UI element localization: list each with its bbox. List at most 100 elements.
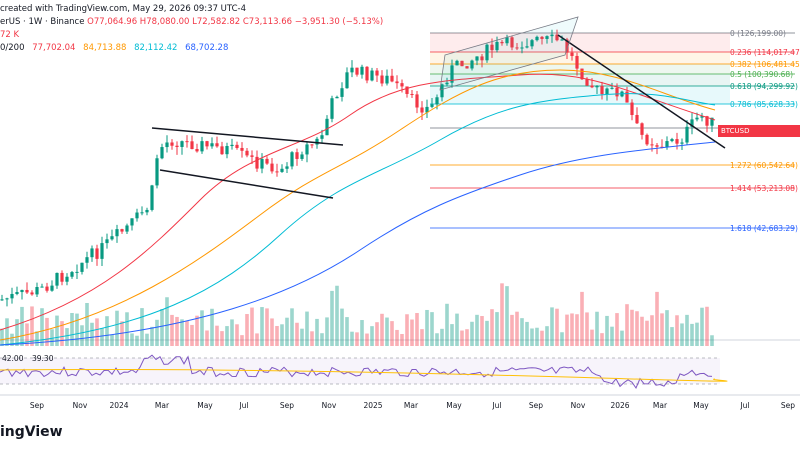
candle: [430, 104, 434, 107]
volume-bar: [420, 329, 424, 346]
volume-bar: [275, 325, 279, 346]
volume-bar: [245, 314, 249, 346]
candle: [560, 39, 564, 41]
candle: [530, 40, 534, 47]
ma-label: 0/200: [0, 43, 25, 53]
volume-bar: [230, 319, 234, 346]
candle: [680, 142, 684, 144]
volume-bar: [520, 318, 524, 346]
volume-bar: [115, 310, 119, 346]
candle: [280, 168, 284, 172]
candle: [375, 70, 379, 76]
candle: [360, 66, 364, 75]
candle: [60, 272, 64, 282]
candle: [120, 229, 124, 232]
volume-bar: [80, 325, 84, 346]
candle: [440, 84, 444, 98]
candle: [640, 123, 644, 135]
trendline-upper: [151, 127, 344, 146]
volume-bar: [545, 326, 549, 346]
volume-bar: [605, 315, 609, 346]
candle: [90, 248, 94, 258]
volume-bar: [535, 327, 539, 346]
candle: [5, 298, 9, 300]
volume-bar: [315, 318, 319, 346]
x-axis-label: 2026: [610, 401, 629, 410]
volume-bar: [330, 290, 334, 346]
ma-line-4: [0, 141, 716, 346]
volume-bar: [320, 333, 324, 346]
candle: [655, 145, 659, 147]
volume-bar: [670, 327, 674, 346]
fib-label: 0.786 (85,628.33): [730, 100, 798, 109]
ma-line-1: [0, 73, 716, 331]
volume-bar: [215, 325, 219, 346]
volume-bar: [120, 321, 124, 346]
rsi-band: [0, 358, 720, 384]
volume-bar: [280, 324, 284, 346]
candle: [15, 292, 19, 294]
candle: [35, 287, 39, 295]
volume-bar: [675, 315, 679, 346]
candle: [45, 286, 49, 291]
candle: [65, 276, 69, 282]
candle: [340, 88, 344, 97]
volume-bar: [515, 311, 519, 346]
fib-label: 0.236 (114,017.47): [730, 48, 800, 57]
fib-label: 1.272 (60,542.64): [730, 161, 798, 170]
x-axis-label: 2025: [363, 401, 382, 410]
volume-bar: [485, 320, 489, 346]
volume-bar: [190, 324, 194, 346]
trendline-lower: [159, 169, 334, 199]
volume-bar: [10, 333, 14, 346]
chart-created-caption: created with TradingView.com, May 29, 20…: [0, 4, 247, 14]
volume-bar: [680, 323, 684, 346]
candle: [525, 46, 529, 48]
volume-bar: [435, 333, 439, 346]
candle: [485, 44, 489, 61]
candle: [105, 239, 109, 244]
ma-value-2: 84,713.88: [83, 43, 127, 53]
fib-label: 1.618 (42,683.29): [730, 224, 798, 233]
candle: [350, 67, 354, 73]
candle: [150, 185, 154, 210]
candle: [535, 36, 539, 41]
volume-bar: [300, 328, 304, 346]
volume-bar: [40, 308, 44, 346]
volume-bar: [35, 331, 39, 346]
x-axis-label: Sep: [529, 401, 543, 410]
volume-bar: [400, 333, 404, 346]
candle: [305, 144, 309, 155]
trendline-down: [557, 34, 726, 149]
candle: [315, 138, 319, 145]
candle: [265, 158, 269, 164]
candle: [630, 102, 634, 115]
channel: [439, 16, 579, 91]
volume-bar: [5, 318, 9, 346]
candle: [20, 289, 24, 293]
volume-bar: [710, 335, 714, 346]
candle: [415, 94, 419, 108]
volume-bar: [95, 318, 99, 346]
volume-bar: [15, 319, 19, 346]
volume-bar: [565, 314, 569, 346]
volume-bar: [395, 329, 399, 346]
candle: [185, 141, 189, 143]
candle: [220, 146, 224, 155]
x-axis-label: Mar: [653, 401, 668, 410]
candle: [230, 144, 234, 147]
candle: [385, 75, 389, 84]
candle: [285, 166, 289, 169]
volume-bar: [625, 304, 629, 346]
fib-zone: [430, 64, 730, 74]
candle: [610, 87, 614, 89]
candle: [55, 272, 59, 286]
fib-zone: [430, 52, 730, 64]
volume-bar: [75, 313, 79, 346]
volume-bar: [60, 321, 64, 346]
volume-bar: [650, 315, 654, 346]
candle: [10, 293, 14, 299]
ma-row: 72 K: [0, 29, 19, 42]
volume-bar: [385, 317, 389, 346]
